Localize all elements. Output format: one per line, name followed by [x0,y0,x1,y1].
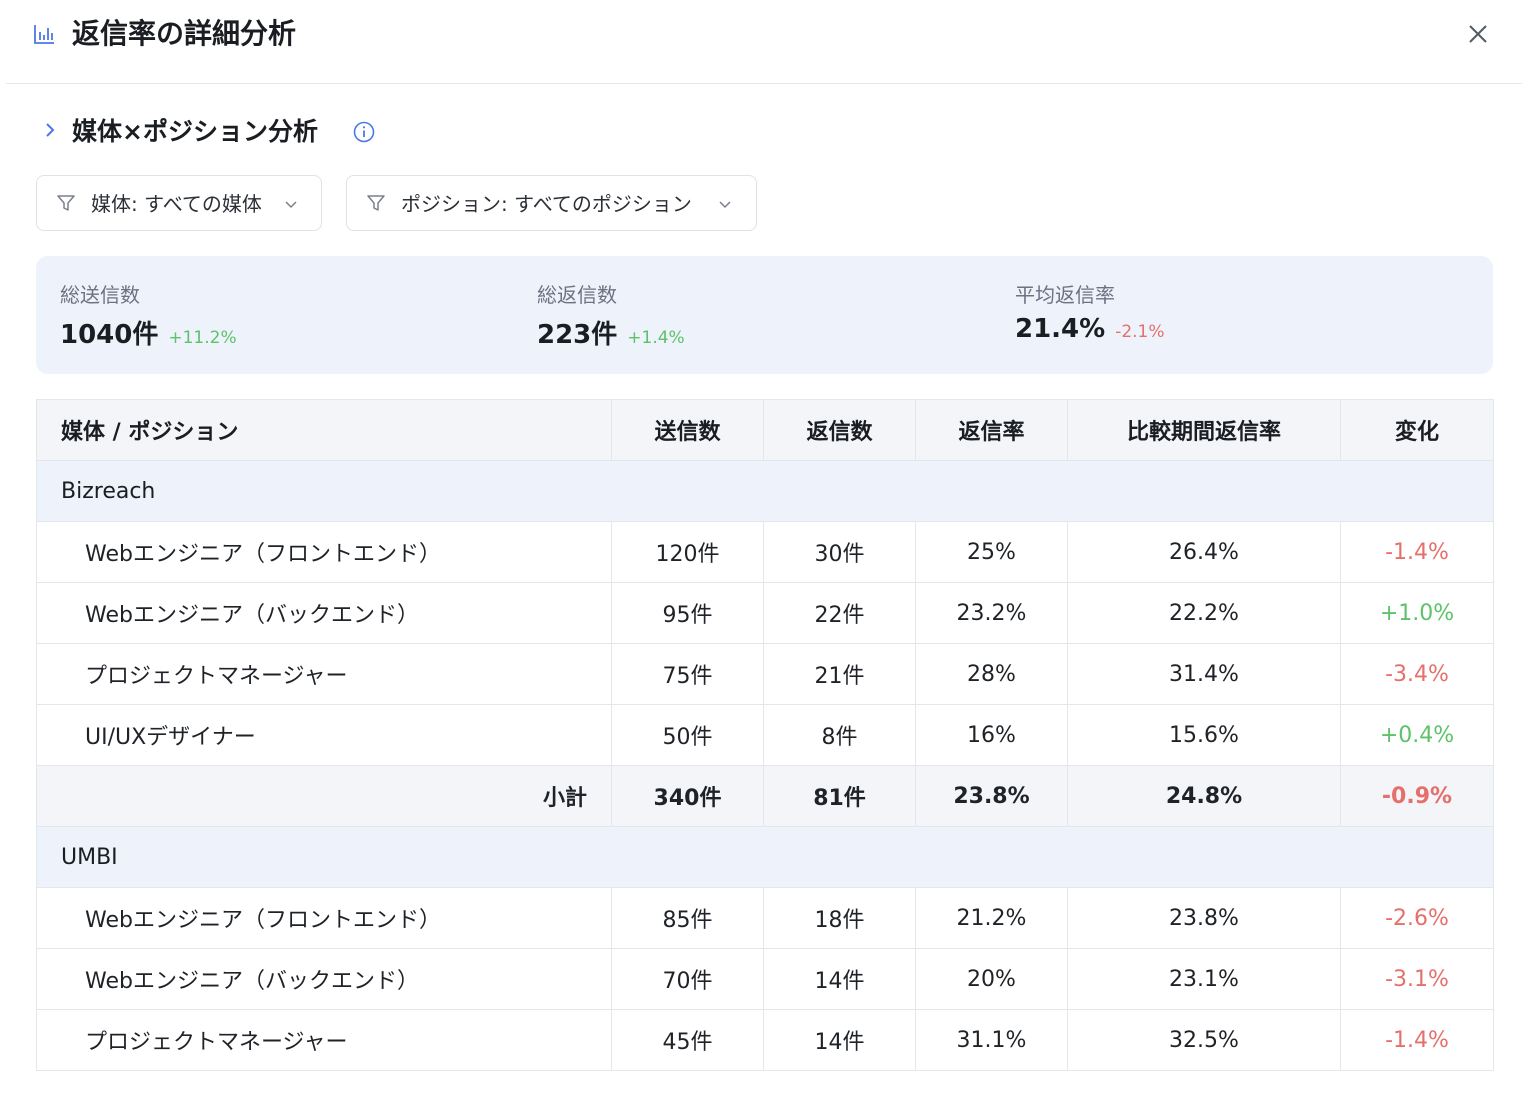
sent-cell: 50件 [611,704,764,766]
position-cell: UI/UXデザイナー [36,704,612,766]
change-cell: -3.1% [1340,948,1494,1010]
change-cell: +0.4% [1340,704,1494,766]
filter-icon [367,195,385,211]
change-cell: -1.4% [1340,521,1494,583]
group-name: Bizreach [36,460,1494,522]
rate-cell: 16% [915,704,1068,766]
table-row[interactable]: UI/UXデザイナー 50件 8件 16% 15.6% +0.4% [36,704,1494,766]
dialog-header: 返信率の詳細分析 [0,0,1522,84]
replies-cell: 14件 [763,948,916,1010]
compare-rate-cell: 31.4% [1067,643,1341,705]
rate-cell: 20% [915,948,1068,1010]
group-row[interactable]: UMBI [36,826,1494,888]
position-cell: プロジェクトマネージャー [36,1009,612,1071]
change-cell: -3.4% [1340,643,1494,705]
compare-rate-cell: 26.4% [1067,521,1341,583]
sent-cell: 70件 [611,948,764,1010]
column-header[interactable]: 媒体 / ポジション [36,399,612,461]
change-cell: -0.9% [1340,765,1494,827]
stat-value: 223件 [537,320,618,350]
column-header[interactable]: 返信数 [763,399,916,461]
stat-label: 総送信数 [60,283,140,307]
position-cell: Webエンジニア（フロントエンド） [36,887,612,949]
stat-value: 21.4% [1015,314,1106,344]
position-cell: Webエンジニア（バックエンド） [36,948,612,1010]
compare-rate-cell: 24.8% [1067,765,1341,827]
change-cell: -2.6% [1340,887,1494,949]
replies-cell: 18件 [763,887,916,949]
column-header[interactable]: 変化 [1340,399,1494,461]
stat-value: 1040件 [60,320,159,350]
sent-cell: 120件 [611,521,764,583]
column-header[interactable]: 送信数 [611,399,764,461]
bar-chart-icon [34,25,54,44]
compare-rate-cell: 15.6% [1067,704,1341,766]
close-icon[interactable] [1462,18,1494,50]
total-sent-stat: 総送信数 1040件 +11.2% [60,282,237,351]
table-row[interactable]: Webエンジニア（バックエンド） 95件 22件 23.2% 22.2% +1.… [36,582,1494,644]
rate-cell: 21.2% [915,887,1068,949]
rate-cell: 31.1% [915,1009,1068,1071]
summary-panel: 総送信数 1040件 +11.2% 総返信数 223件 +1.4% 平均返信率 21… [36,256,1493,374]
chevron-down-icon [719,201,731,209]
filter-icon [57,195,75,211]
table-row[interactable]: Webエンジニア（フロントエンド） 85件 18件 21.2% 23.8% -2… [36,887,1494,949]
replies-cell: 30件 [763,521,916,583]
position-cell: Webエンジニア（フロントエンド） [36,521,612,583]
column-header[interactable]: 返信率 [915,399,1068,461]
replies-cell: 14件 [763,1009,916,1071]
reply-rate-table: 媒体 / ポジション 送信数 返信数 返信率 比較期間返信率 変化 Bizrea… [36,399,1494,1071]
position-cell: プロジェクトマネージャー [36,643,612,705]
sent-cell: 45件 [611,1009,764,1071]
stat-delta: -2.1% [1115,322,1165,342]
section-title: 媒体×ポジション分析 [72,117,318,146]
change-cell: +1.0% [1340,582,1494,644]
table-row[interactable]: Webエンジニア（フロントエンド） 120件 30件 25% 26.4% -1.… [36,521,1494,583]
sent-cell: 85件 [611,887,764,949]
rate-cell: 25% [915,521,1068,583]
media-filter-dropdown[interactable]: 媒体: すべての媒体 [36,175,322,231]
position-filter-dropdown[interactable]: ポジション: すべてのポジション [346,175,757,231]
replies-cell: 81件 [763,765,916,827]
compare-rate-cell: 23.8% [1067,887,1341,949]
compare-rate-cell: 23.1% [1067,948,1341,1010]
sent-cell: 340件 [611,765,764,827]
table-row[interactable]: プロジェクトマネージャー 75件 21件 28% 31.4% -3.4% [36,643,1494,705]
replies-cell: 8件 [763,704,916,766]
rate-cell: 28% [915,643,1068,705]
stat-delta: +1.4% [627,328,685,348]
compare-rate-cell: 22.2% [1067,582,1341,644]
chevron-right-icon[interactable] [40,120,60,140]
average-rate-stat: 平均返信率 21.4% -2.1% [1015,282,1165,344]
position-cell: Webエンジニア（バックエンド） [36,582,612,644]
sent-cell: 75件 [611,643,764,705]
table-row[interactable]: プロジェクトマネージャー 45件 14件 31.1% 32.5% -1.4% [36,1009,1494,1071]
sent-cell: 95件 [611,582,764,644]
table-header-row: 媒体 / ポジション 送信数 返信数 返信率 比較期間返信率 変化 [36,399,1494,461]
stat-label: 総返信数 [537,283,617,307]
dialog-title: 返信率の詳細分析 [72,17,297,50]
subtotal-label: 小計 [36,765,612,827]
rate-cell: 23.8% [915,765,1068,827]
table-row[interactable]: Webエンジニア（バックエンド） 70件 14件 20% 23.1% -3.1% [36,948,1494,1010]
subtotal-row: 小計 340件 81件 23.8% 24.8% -0.9% [36,765,1494,827]
total-replies-stat: 総返信数 223件 +1.4% [537,282,685,351]
replies-cell: 21件 [763,643,916,705]
stat-delta: +11.2% [168,328,237,348]
stat-label: 平均返信率 [1015,283,1115,307]
position-filter-label: ポジション: すべてのポジション [401,192,692,216]
group-row[interactable]: Bizreach [36,460,1494,522]
change-cell: -1.4% [1340,1009,1494,1071]
column-header[interactable]: 比較期間返信率 [1067,399,1341,461]
replies-cell: 22件 [763,582,916,644]
compare-rate-cell: 32.5% [1067,1009,1341,1071]
media-filter-label: 媒体: すべての媒体 [91,192,262,216]
group-name: UMBI [36,826,1494,888]
rate-cell: 23.2% [915,582,1068,644]
info-icon[interactable] [352,120,376,144]
chevron-down-icon [285,201,297,209]
header-divider [6,83,1522,84]
